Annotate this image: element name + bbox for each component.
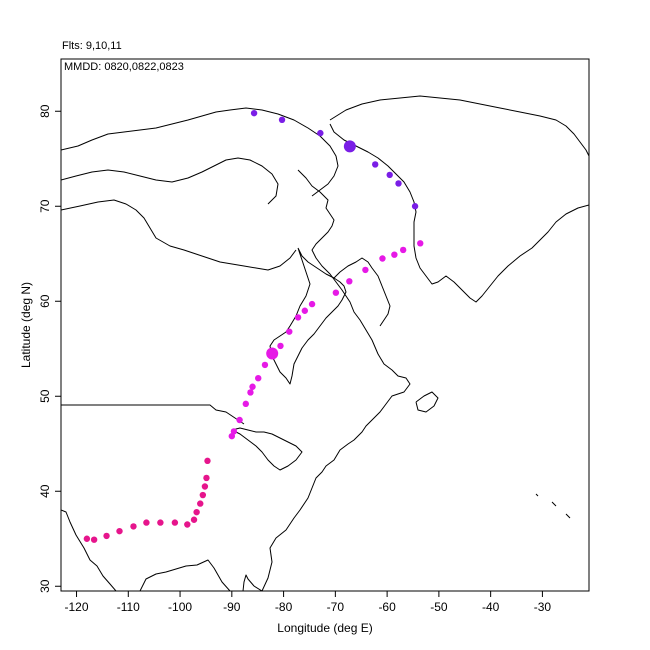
arctic-coastline	[61, 107, 339, 271]
great-lakes-shore	[231, 427, 303, 471]
track-point	[230, 428, 238, 435]
track-point	[386, 171, 393, 179]
x-tick-label: -120	[65, 600, 89, 614]
y-tick-label: 40	[38, 484, 52, 498]
island-outline	[535, 493, 571, 519]
track-point	[308, 300, 316, 308]
track-point	[379, 255, 386, 262]
track-point	[332, 289, 340, 296]
track-point	[90, 536, 98, 543]
canada-us-border	[61, 404, 245, 425]
track-point	[116, 527, 123, 535]
track-point	[249, 383, 256, 390]
x-tick-label: -40	[482, 600, 500, 614]
highlight-point	[343, 140, 356, 153]
x-tick-label: -110	[117, 600, 140, 614]
highlight-point	[266, 347, 279, 360]
plot-frame	[60, 58, 590, 592]
x-axis: -120 -110 -100 -90 -80 -70 -60 -50 -40 -30	[65, 591, 552, 614]
track-point	[83, 535, 91, 542]
track-point	[411, 203, 419, 210]
track-point	[278, 116, 286, 124]
north-america-coastline	[61, 169, 411, 591]
track-point	[372, 161, 379, 168]
x-tick-label: -70	[327, 600, 345, 614]
newfoundland-shore	[415, 391, 439, 413]
track-point	[157, 519, 164, 526]
track-point	[143, 519, 150, 526]
track-point	[201, 483, 209, 490]
track-point	[286, 328, 293, 335]
track-point	[199, 491, 207, 499]
x-tick-label: -60	[378, 600, 396, 614]
x-axis-title: Longitude (deg E)	[277, 621, 372, 635]
dates-label: MMDD: 0820,0822,0823	[64, 61, 184, 73]
track-point	[346, 278, 353, 285]
track-point	[203, 474, 210, 482]
x-tick-label: -80	[275, 600, 293, 614]
track-point	[417, 240, 424, 247]
track-point	[193, 508, 200, 516]
x-tick-label: -30	[534, 600, 552, 614]
x-tick-label: -100	[168, 600, 192, 614]
y-tick-label: 60	[38, 294, 52, 308]
track-point	[190, 516, 198, 523]
track-point	[391, 251, 398, 258]
track-point	[197, 500, 204, 507]
track-point	[301, 307, 309, 314]
track-point	[171, 519, 179, 526]
track-point	[184, 521, 191, 528]
track-point	[242, 400, 249, 408]
track-point	[247, 389, 254, 396]
y-tick-label: 80	[38, 104, 52, 118]
track-point	[395, 180, 402, 187]
x-tick-label: -90	[223, 600, 241, 614]
x-tick-label: -50	[430, 600, 448, 614]
y-tick-label: 70	[38, 199, 52, 213]
track-point	[255, 375, 262, 382]
coastline-map	[61, 95, 589, 591]
y-tick-label: 30	[38, 579, 52, 593]
track-point	[130, 523, 137, 530]
track-point	[204, 457, 211, 465]
flights-label: Flts: 9,10,11	[62, 40, 122, 52]
greenland-coastline	[329, 95, 589, 303]
track-point	[277, 342, 284, 350]
hudson-bay-shore	[269, 247, 347, 385]
track-point	[294, 314, 302, 321]
track-point	[261, 361, 269, 369]
track-point	[236, 416, 243, 424]
track-point	[250, 109, 258, 117]
y-axis-title: Latitude (deg N)	[19, 282, 33, 368]
track-point	[362, 266, 369, 274]
labrador-coast	[333, 257, 391, 327]
track-point	[317, 129, 324, 137]
y-tick-label: 50	[38, 389, 52, 403]
track-point	[399, 246, 407, 254]
y-axis: 30 40 50 60 70 80	[38, 104, 61, 593]
track-point	[103, 532, 110, 540]
flight-track-points	[83, 109, 424, 543]
